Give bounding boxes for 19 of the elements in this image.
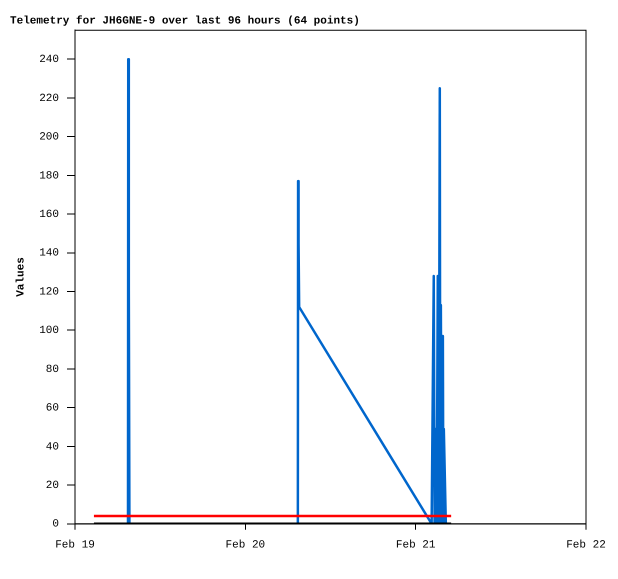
y-tick-label: 0 — [52, 518, 60, 531]
y-tick-label: 200 — [39, 132, 60, 144]
y-tick-label: 140 — [39, 248, 60, 260]
x-tick-label: Feb 20 — [226, 539, 266, 552]
y-tick-label: 240 — [39, 54, 60, 66]
y-tick-label: 220 — [39, 92, 60, 105]
x-tick-label: Feb 19 — [55, 539, 95, 552]
x-tick-label: Feb 21 — [396, 539, 436, 552]
y-tick-label: 180 — [39, 170, 60, 182]
chart-title: Telemetry for JH6GNE-9 over last 96 hours (64 points) — [10, 14, 360, 28]
y-axis-title: Values — [15, 257, 28, 297]
y-tick-label: 40 — [46, 441, 60, 454]
y-tick-label: 80 — [46, 364, 60, 376]
y-tick-label: 100 — [39, 325, 60, 338]
x-tick-label: Feb 22 — [566, 539, 606, 552]
y-tick-label: 60 — [46, 402, 60, 415]
y-tick-label: 160 — [39, 208, 60, 221]
y-tick-label: 20 — [46, 480, 60, 492]
y-tick-label: 120 — [39, 286, 60, 298]
